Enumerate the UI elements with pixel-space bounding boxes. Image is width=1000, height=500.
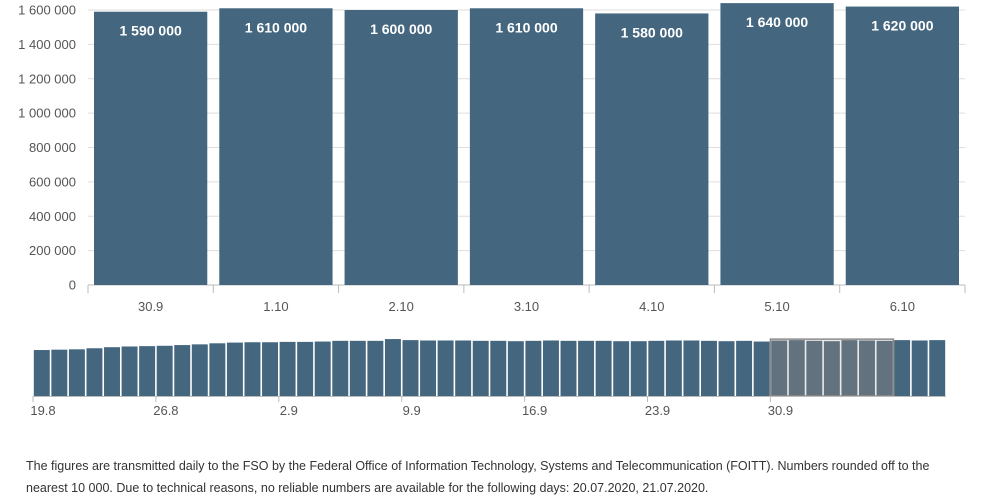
bar-4.10[interactable]: [595, 13, 709, 285]
navigator-bar: [367, 340, 384, 396]
navigator-bar: [648, 340, 665, 396]
navigator-bar: [332, 340, 349, 396]
bar-data-label: 1 590 000: [119, 23, 181, 39]
navigator-bar: [297, 341, 314, 396]
navigator-tick-label: 26.8: [153, 403, 178, 418]
navigator-bar: [121, 346, 138, 396]
navigator-bar: [736, 340, 753, 396]
y-tick-label: 1 400 000: [18, 37, 76, 52]
bar-30.9[interactable]: [94, 11, 208, 285]
navigator-bar: [244, 342, 261, 396]
y-tick-label: 800 000: [29, 140, 76, 155]
navigator-tick-label: 23.9: [645, 403, 670, 418]
navigator-bar-chart[interactable]: 19.8 26.8 2.9 9.9 16.9 23.9 30.9: [30, 338, 946, 418]
main-bar-chart: 0 200 000 400 000 600 000 800 000 1 000 000 1 …: [18, 3, 966, 314]
navigator-bar: [718, 341, 735, 396]
navigator-selection-window[interactable]: [769, 338, 895, 397]
bar-data-label: 1 610 000: [495, 19, 557, 35]
navigator-bar: [279, 341, 296, 396]
navigator-bar: [876, 340, 893, 396]
navigator-bar: [859, 340, 875, 396]
navigator-bar: [683, 340, 700, 396]
navigator-bar: [226, 342, 243, 396]
navigator-bar: [542, 340, 559, 396]
y-tick-label: 1 200 000: [18, 71, 76, 86]
navigator-bar: [437, 340, 454, 396]
navigator-bar: [841, 340, 858, 396]
navigator-bar: [472, 340, 489, 396]
navigator-bar: [420, 340, 437, 396]
navigator-bar: [68, 349, 85, 396]
navigator-bar: [753, 341, 770, 396]
y-tick-label: 0: [69, 278, 76, 293]
bar-2.10[interactable]: [344, 10, 458, 285]
navigator-bar: [490, 340, 507, 396]
bar-5.10[interactable]: [720, 3, 834, 285]
x-tick-label: 30.9: [138, 299, 163, 314]
navigator-bar: [402, 340, 419, 396]
navigator-bar: [894, 340, 911, 396]
navigator-bar: [86, 348, 103, 396]
navigator-bar: [507, 341, 524, 396]
navigator-tick-label: 9.9: [403, 403, 421, 418]
navigator-bar: [578, 340, 595, 396]
y-tick-label: 200 000: [29, 243, 76, 258]
navigator-bar: [560, 340, 577, 396]
navigator-bar: [665, 340, 682, 396]
navigator-bar: [613, 341, 630, 396]
x-tick-label: 3.10: [514, 299, 539, 314]
navigator-bar: [384, 339, 401, 396]
navigator-bar: [51, 349, 68, 396]
x-tick-label: 1.10: [263, 299, 288, 314]
navigator-bar: [700, 340, 717, 396]
bar-1.10[interactable]: [219, 8, 333, 285]
navigator-tick-label: 30.9: [768, 403, 793, 418]
navigator-bar: [525, 340, 542, 396]
y-tick-label: 400 000: [29, 209, 76, 224]
navigator-bar: [262, 342, 279, 396]
x-tick-label: 4.10: [639, 299, 664, 314]
navigator-tick-label: 16.9: [522, 403, 547, 418]
navigator-bar: [174, 345, 191, 396]
navigator-bar: [806, 340, 823, 396]
bar-3.10[interactable]: [469, 8, 584, 285]
x-tick-label: 6.10: [890, 299, 915, 314]
navigator-bar: [823, 341, 840, 396]
navigator-bar: [911, 340, 928, 396]
navigator-bar: [929, 340, 946, 396]
chart-canvas: 0 200 000 400 000 600 000 800 000 1 000 000 1 …: [18, 3, 966, 418]
x-tick-label: 5.10: [764, 299, 789, 314]
navigator-bar: [33, 350, 50, 396]
navigator-tick-label: 2.9: [280, 403, 298, 418]
y-tick-label: 1 000 000: [18, 106, 76, 121]
navigator-bar: [595, 340, 612, 396]
footnote: The figures are transmitted daily to the…: [26, 459, 930, 495]
navigator-bar: [455, 340, 472, 396]
navigator-bar: [156, 345, 173, 396]
x-tick-label: 2.10: [389, 299, 414, 314]
bar-data-label: 1 620 000: [871, 18, 933, 34]
navigator-tick-label: 19.8: [30, 403, 55, 418]
navigator-bar: [209, 343, 226, 396]
navigator-bar: [139, 346, 156, 396]
bar-data-label: 1 580 000: [621, 24, 683, 40]
navigator-bar: [104, 347, 120, 396]
y-tick-label: 600 000: [29, 174, 76, 189]
navigator-bar: [771, 340, 788, 396]
bar-data-label: 1 640 000: [746, 14, 808, 30]
y-tick-label: 1 600 000: [18, 3, 76, 18]
navigator-bar: [349, 340, 366, 396]
bar-6.10[interactable]: [845, 6, 959, 285]
navigator-bar: [788, 340, 805, 396]
navigator-bar: [630, 341, 647, 396]
bar-data-label: 1 600 000: [370, 21, 432, 37]
navigator-bar: [314, 341, 331, 396]
bar-data-label: 1 610 000: [245, 19, 307, 35]
navigator-bar: [191, 344, 208, 396]
